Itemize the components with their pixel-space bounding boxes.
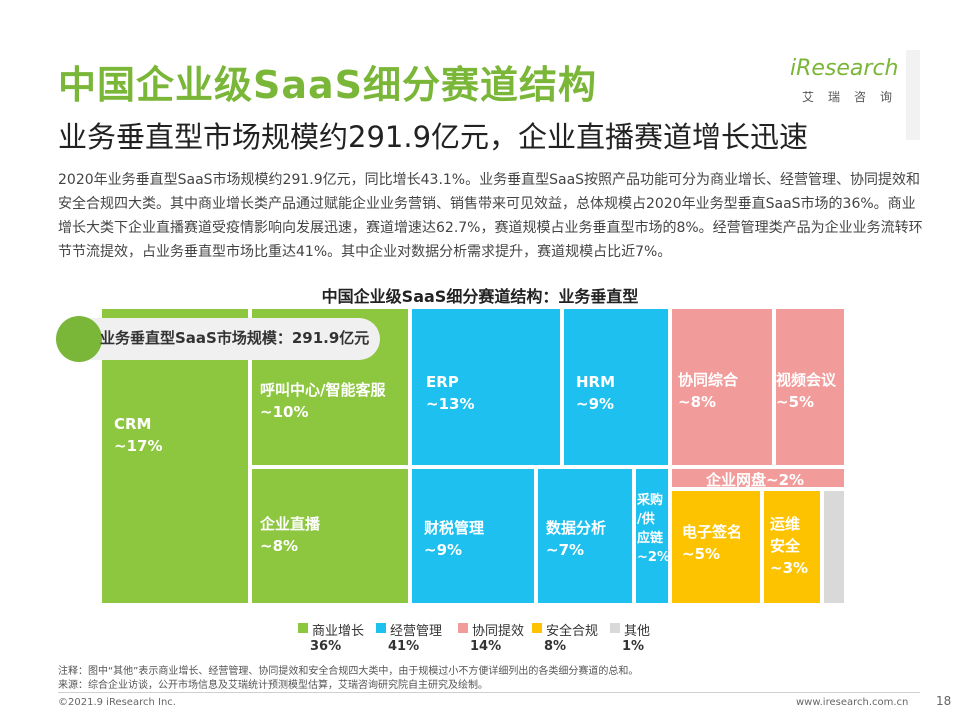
- tile-label: 采购: [637, 493, 664, 508]
- logo-subtext: 艾瑞咨询: [802, 90, 907, 104]
- legend-value: 8%: [544, 639, 567, 654]
- tile-label: ~3%: [770, 559, 809, 577]
- market-size-text: 业务垂直型SaaS市场规模：291.9亿元: [100, 329, 370, 347]
- tile-label: HRM: [576, 373, 616, 391]
- footer-divider: [58, 692, 920, 693]
- tile-label: 视频会议: [776, 371, 837, 389]
- tile-value: ~8%: [260, 537, 299, 555]
- treemap-tile: HRM ~9%: [562, 307, 670, 467]
- legend-label: 经营管理: [390, 624, 443, 639]
- treemap-tile: 视频会议 ~5%: [774, 307, 846, 467]
- tile-value: ~8%: [678, 393, 717, 411]
- tile-label: 呼叫中心/智能客服: [260, 381, 386, 399]
- legend-label: 安全合规: [546, 624, 599, 639]
- tile-value: ~9%: [576, 395, 615, 413]
- legend-value: 36%: [310, 639, 342, 654]
- tile-label: 数据分析: [546, 519, 607, 537]
- treemap-tile: 协同综合 ~8%: [670, 307, 774, 467]
- description-paragraph: 2020年业务垂直型SaaS市场规模约291.9亿元，同比增长43.1%。业务垂…: [58, 172, 923, 260]
- legend-label: 协同提效: [472, 624, 525, 639]
- treemap-tile: 数据分析 ~7%: [536, 467, 634, 605]
- source-note: 来源：综合企业访谈，公开市场信息及艾瑞统计预测模型估算，艾瑞咨询研究院自主研究及…: [58, 680, 488, 691]
- treemap-tile: 运维安全 ~3%: [762, 489, 822, 605]
- legend-swatch: [532, 623, 542, 633]
- treemap-tile: [822, 489, 846, 605]
- tile-value: ~7%: [546, 541, 585, 559]
- tile-label: 安全: [770, 537, 801, 555]
- legend-value: 14%: [470, 639, 502, 654]
- tile-value: ~13%: [426, 395, 475, 413]
- chart-title: 中国企业级SaaS细分赛道结构：业务垂直型: [321, 287, 639, 306]
- tile-label: 协同综合: [678, 371, 739, 389]
- tile-label: 企业网盘~2%: [706, 471, 805, 489]
- treemap-tile: 电子签名 ~5%: [670, 489, 762, 605]
- tile-label: ERP: [426, 373, 459, 391]
- chart-legend: 商业增长 36% 经营管理 41% 协同提效 14% 安全合规 8% 其他 1%: [0, 620, 960, 660]
- footnote: 注释：图中“其他”表示商业增长、经营管理、协同提效和安全合规四大类中，由于规模过…: [58, 666, 639, 677]
- tile-value: ~17%: [114, 437, 163, 455]
- legend-swatch: [376, 623, 386, 633]
- tile-label: CRM: [114, 415, 152, 433]
- legend-value: 1%: [622, 639, 645, 654]
- website-url: www.iresearch.com.cn: [796, 697, 909, 708]
- market-size-badge: [56, 318, 380, 360]
- tile-value: ~5%: [682, 545, 721, 563]
- tile-value: ~10%: [260, 403, 309, 421]
- legend-value: 41%: [388, 639, 420, 654]
- treemap-tile: 企业直播 ~8%: [250, 467, 410, 605]
- legend-swatch: [458, 623, 468, 633]
- badge-circle-icon: [56, 316, 102, 362]
- logo-wordmark: iResearch: [790, 56, 899, 81]
- tile-label: 财税管理: [424, 519, 485, 537]
- legend-label: 商业增长: [312, 624, 365, 639]
- page-number: 18: [936, 694, 952, 708]
- tile-label: 企业直播: [260, 515, 321, 533]
- legend-swatch: [298, 623, 308, 633]
- tile-value: ~2%: [637, 550, 670, 565]
- treemap-tile: 财税管理 ~9%: [410, 467, 536, 605]
- legend-swatch: [610, 623, 620, 633]
- page-title: 中国企业级SaaS细分赛道结构: [58, 63, 598, 107]
- legend-label: 其他: [624, 624, 651, 639]
- tile-label: /供: [637, 512, 655, 527]
- page-subtitle: 业务垂直型市场规模约291.9亿元，企业直播赛道增长迅速: [58, 120, 809, 154]
- tile-value: ~9%: [424, 541, 463, 559]
- tile-label: 电子签名: [682, 523, 743, 541]
- decorative-stripe: [906, 50, 920, 140]
- tile-label: 运维: [770, 515, 801, 533]
- tile-label: 应链: [637, 531, 664, 546]
- treemap-tile: 企业网盘~2%: [670, 467, 846, 489]
- treemap-tile: ERP ~13%: [410, 307, 562, 467]
- iresearch-logo: iResearch 艾瑞咨询: [790, 50, 910, 108]
- tile-value: ~5%: [776, 393, 815, 411]
- treemap-tile: 采购/供应链 ~2%: [634, 467, 670, 605]
- copyright: ©2021.9 iResearch Inc.: [58, 697, 176, 708]
